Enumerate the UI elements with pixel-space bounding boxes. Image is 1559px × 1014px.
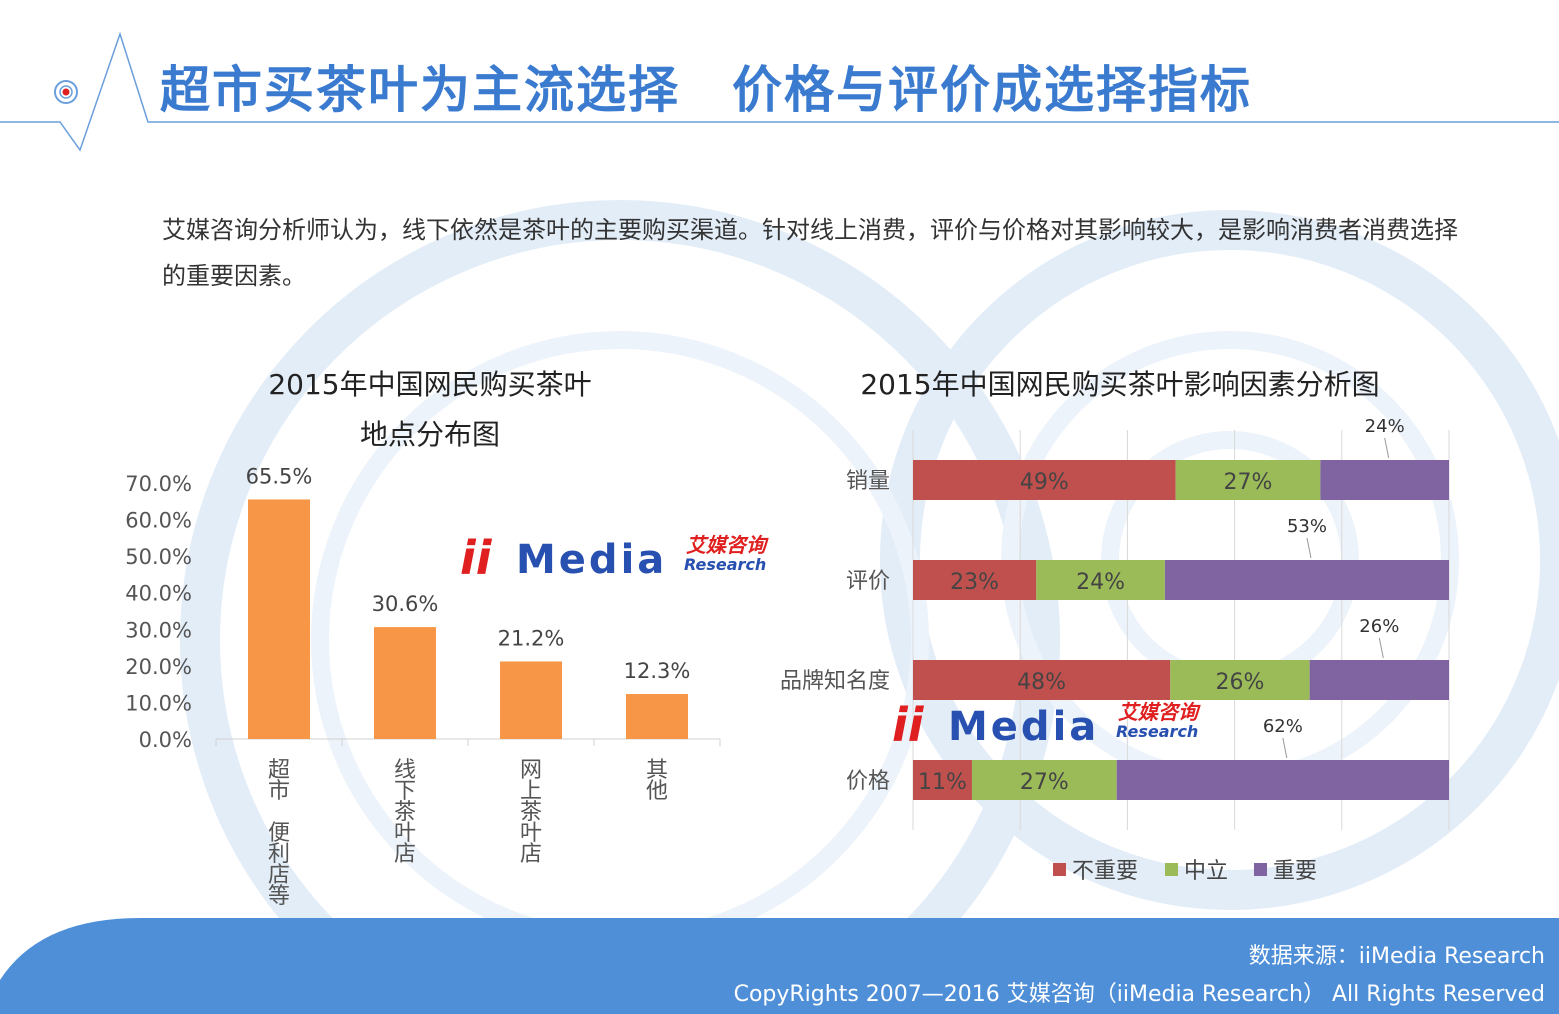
stacked-bar-segment — [913, 560, 1037, 600]
footer-source: 数据来源：iiMedia Research — [1248, 944, 1545, 969]
logo-mark-media: Media — [948, 704, 1100, 750]
logo-cn-text: 艾媒咨询 — [1118, 700, 1198, 724]
x-category-label: 其他 — [646, 758, 668, 804]
logo-cn-text: 艾媒咨询 — [686, 533, 766, 557]
stacked-bar-segment — [971, 760, 1117, 800]
y-category-label: 销量 — [846, 469, 890, 494]
left-chart-title-line1: 2015年中国网民购买茶叶 — [268, 368, 592, 401]
legend-label: 重要 — [1273, 859, 1317, 884]
intro-text: 艾媒咨询分析师认为，线下依然是茶叶的主要购买渠道。针对线上消费，评价与价格对其影… — [162, 216, 1458, 290]
label-leader-line — [1378, 637, 1384, 659]
stacked-bar-segment — [1309, 660, 1449, 700]
segment-label: 27% — [1224, 470, 1273, 495]
segment-label: 26% — [1216, 670, 1265, 695]
stacked-bar-segment — [1170, 660, 1310, 700]
data-label: 30.6% — [372, 592, 439, 616]
y-tick-label: 30.0% — [125, 618, 192, 642]
x-category-label: 线下茶叶店 — [394, 758, 416, 867]
legend-swatch — [1165, 863, 1178, 876]
segment-label: 26% — [1359, 616, 1399, 637]
segment-label: 48% — [1017, 670, 1066, 695]
footer-copyright: CopyRights 2007—2016 艾媒咨询（iiMedia Resear… — [733, 982, 1545, 1007]
data-label: 21.2% — [498, 626, 565, 650]
footer-band — [0, 918, 1559, 1014]
segment-label: 23% — [950, 570, 999, 595]
stacked-bar-segment — [1320, 460, 1449, 500]
y-tick-label: 0.0% — [139, 728, 192, 752]
logo-en-text: Research — [1116, 722, 1199, 741]
header-decoration — [0, 31, 1559, 152]
segment-label: 27% — [1020, 770, 1069, 795]
stacked-bar-segment — [913, 460, 1176, 500]
y-tick-label: 50.0% — [125, 545, 192, 569]
logo-mark-ii: ii — [892, 698, 924, 752]
segment-label: 49% — [1020, 470, 1069, 495]
label-leader-line — [1384, 437, 1390, 459]
stacked-bar-segment — [1116, 760, 1449, 800]
stacked-bar-segment — [913, 760, 972, 800]
legend-label: 不重要 — [1072, 859, 1138, 884]
y-category-label: 品牌知名度 — [780, 669, 890, 694]
legend-label: 中立 — [1184, 859, 1228, 884]
imedia-logo: ii Media 艾媒咨询 Research — [890, 692, 1210, 756]
data-label: 65.5% — [246, 464, 313, 488]
data-label: 12.3% — [624, 659, 691, 683]
legend-swatch — [1053, 863, 1066, 876]
segment-label: 62% — [1263, 716, 1303, 737]
left-chart-title-line2: 地点分布图 — [359, 418, 500, 451]
logo-mark-media: Media — [516, 537, 668, 583]
segment-label: 24% — [1365, 416, 1405, 437]
segment-label: 24% — [1076, 570, 1125, 595]
stacked-bar-segment — [1036, 560, 1165, 600]
y-tick-label: 20.0% — [125, 655, 192, 679]
signal-icon — [54, 80, 78, 104]
logo-mark-ii: ii — [460, 531, 492, 585]
x-category-label: 超市 便利店等 — [268, 758, 290, 909]
bar — [374, 627, 436, 739]
y-tick-label: 70.0% — [125, 472, 192, 496]
y-category-label: 价格 — [846, 769, 890, 794]
y-tick-label: 40.0% — [125, 582, 192, 606]
left-chart-title: 2015年中国网民购买茶叶 地点分布图 — [230, 360, 630, 460]
segment-label: 11% — [918, 770, 967, 795]
y-tick-label: 10.0% — [125, 691, 192, 715]
stacked-bar-segment — [913, 660, 1171, 700]
segment-label: 53% — [1287, 516, 1327, 537]
page-title: 超市买茶叶为主流选择 价格与评价成选择指标 — [160, 61, 1252, 119]
label-leader-line — [1282, 737, 1288, 759]
imedia-logo: ii Media 艾媒咨询 Research — [458, 525, 778, 589]
stacked-bar-segment — [1164, 560, 1449, 600]
stacked-bar-segment — [1175, 460, 1321, 500]
label-leader-line — [1306, 537, 1312, 559]
right-chart-title: 2015年中国网民购买茶叶影响因素分析图 — [860, 368, 1380, 401]
logo-en-text: Research — [684, 555, 767, 574]
x-category-label: 网上茶叶店 — [520, 758, 542, 867]
y-tick-label: 60.0% — [125, 509, 192, 533]
bar — [500, 661, 562, 739]
bar — [248, 499, 310, 739]
y-category-label: 评价 — [846, 569, 890, 594]
bar — [626, 694, 688, 739]
legend-swatch — [1254, 863, 1267, 876]
